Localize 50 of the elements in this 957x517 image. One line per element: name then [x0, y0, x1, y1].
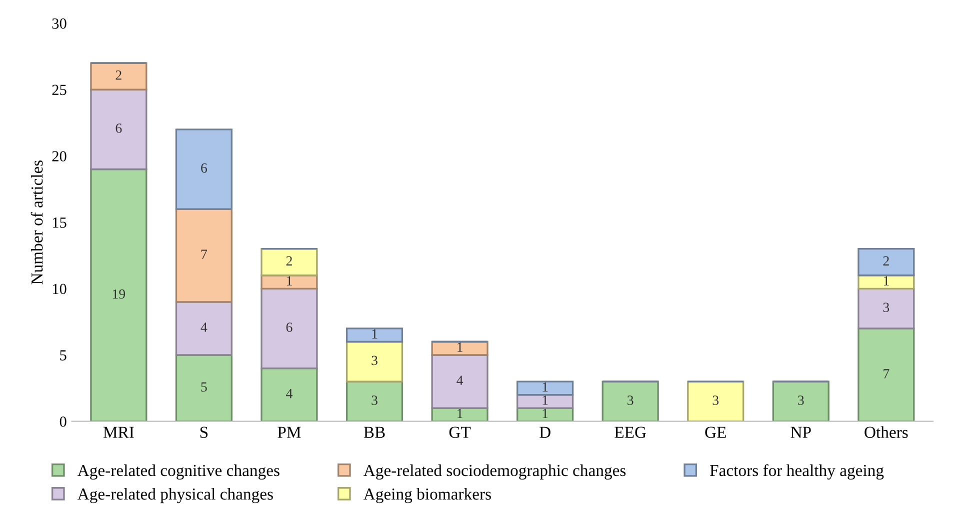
- data-label: 6: [286, 322, 292, 332]
- legend-label: Age-related cognitive changes: [77, 464, 280, 480]
- legend-label: Ageing biomarkers: [364, 488, 491, 504]
- data-label: 4: [286, 389, 292, 398]
- data-label: 6: [116, 124, 122, 133]
- data-label: 7: [201, 250, 208, 259]
- data-label: 1: [542, 396, 548, 405]
- y-tick-label: 15: [52, 218, 66, 228]
- x-tick-label: Others: [864, 426, 908, 438]
- data-label: 1: [372, 329, 378, 338]
- x-tick-label: BB: [364, 426, 385, 438]
- data-label: 2: [883, 256, 889, 266]
- data-label: 3: [628, 396, 634, 405]
- y-tick-label: 0: [60, 416, 66, 427]
- data-label: 1: [542, 408, 548, 418]
- data-label: 3: [798, 396, 804, 405]
- data-label: 2: [116, 70, 122, 80]
- y-tick-label: 20: [52, 151, 66, 162]
- legend-label: Age-related physical changes: [77, 488, 273, 504]
- data-label: 4: [200, 322, 208, 332]
- y-tick-label: 10: [52, 284, 66, 294]
- data-label: 7: [884, 369, 890, 378]
- y-tick-label: 5: [60, 350, 66, 360]
- y-tick-label: 30: [52, 18, 66, 29]
- x-tick-label: MRI: [103, 426, 134, 438]
- data-label: 1: [542, 382, 548, 392]
- data-label: 3: [372, 396, 378, 405]
- x-tick-label: EEG: [614, 426, 646, 438]
- data-label: 1: [458, 408, 462, 418]
- data-label: 3: [883, 302, 890, 312]
- data-label: 4: [456, 376, 464, 385]
- x-tick-label: GE: [705, 426, 726, 438]
- data-label: 6: [201, 163, 208, 173]
- x-tick-label: GT: [449, 426, 471, 438]
- x-tick-label: PM: [278, 426, 301, 438]
- x-tick-label: S: [200, 426, 208, 438]
- y-tick-label: 25: [52, 84, 66, 96]
- legend-label: Factors for healthy ageing: [710, 464, 884, 480]
- data-label: 5: [201, 382, 207, 392]
- data-label: 1: [884, 276, 889, 286]
- data-label: 19: [112, 289, 126, 299]
- x-tick-label: D: [540, 426, 550, 438]
- data-label: 3: [372, 356, 378, 366]
- y-axis-title: Number of articles: [30, 160, 43, 284]
- data-label: 3: [712, 396, 719, 405]
- data-label: 1: [458, 342, 462, 352]
- x-tick-label: NP: [790, 426, 811, 438]
- legend-label: Age-related sociodemographic changes: [364, 464, 626, 480]
- data-label: 1: [286, 276, 292, 286]
- data-label: 2: [286, 256, 292, 266]
